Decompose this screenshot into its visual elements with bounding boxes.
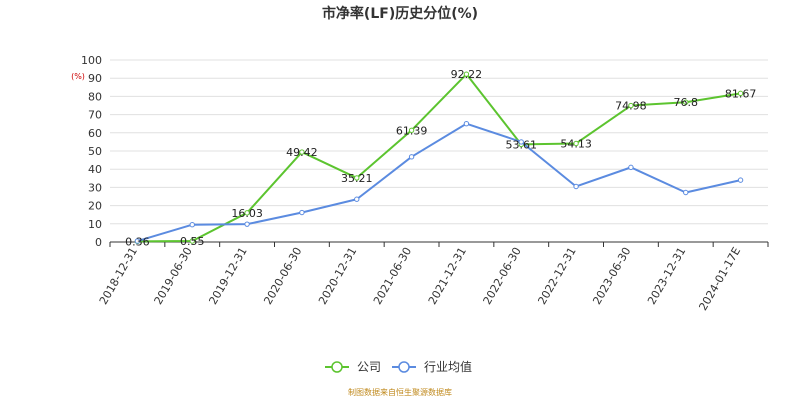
x-tick-label: 2021-12-31 bbox=[426, 245, 469, 307]
y-tick-label: 80 bbox=[88, 90, 102, 103]
x-tick-label: 2024-01-17E bbox=[696, 245, 743, 313]
x-tick-label: 2021-06-30 bbox=[371, 245, 414, 307]
series-point-1 bbox=[683, 189, 689, 196]
series-point-0 bbox=[628, 102, 634, 109]
x-tick-label: 2020-12-31 bbox=[316, 245, 359, 307]
y-tick-label: 30 bbox=[88, 181, 102, 194]
x-tick-label: 2018-12-31 bbox=[97, 245, 140, 307]
series-layer bbox=[134, 71, 744, 245]
series-point-0 bbox=[573, 140, 579, 147]
y-tick-label: 60 bbox=[88, 127, 102, 140]
series-point-1 bbox=[463, 121, 470, 127]
data-label: 92.22 bbox=[451, 68, 483, 81]
data-label: 81.67 bbox=[725, 87, 757, 100]
series-point-0 bbox=[189, 238, 195, 244]
y-tick-label: 90 bbox=[88, 72, 102, 85]
x-tick-label: 2023-12-31 bbox=[645, 245, 688, 307]
series-point-1 bbox=[299, 209, 305, 216]
series-point-1 bbox=[189, 222, 195, 228]
series-point-0 bbox=[408, 127, 415, 133]
legend-label: 公司 bbox=[357, 360, 381, 374]
y-tick-label: 40 bbox=[88, 163, 102, 176]
series-point-1 bbox=[244, 221, 250, 227]
legend-swatch-marker bbox=[331, 361, 343, 373]
series-point-1 bbox=[737, 177, 744, 183]
chart-title: 市净率(LF)历史分位(%) bbox=[322, 5, 478, 22]
legend-label: 行业均值 bbox=[424, 359, 472, 374]
data-label: 0.55 bbox=[180, 235, 205, 248]
data-label: 0.36 bbox=[125, 235, 150, 248]
data-label: 35.21 bbox=[341, 172, 373, 185]
grid-lines bbox=[110, 59, 768, 243]
series-point-1 bbox=[628, 164, 634, 171]
series-point-0 bbox=[244, 210, 250, 216]
x-tick-label: 2020-06-30 bbox=[261, 245, 304, 307]
series-point-0 bbox=[354, 175, 360, 181]
series-point-0 bbox=[737, 90, 744, 97]
series-point-0 bbox=[683, 99, 689, 105]
series-line-1 bbox=[137, 122, 741, 243]
data-labels: 0.36 0.55 16.03 49.42 35.21 61.39 92.22 53.61 54… bbox=[125, 68, 756, 248]
x-tick-label: 2022-06-30 bbox=[481, 245, 524, 307]
series-point-1 bbox=[134, 238, 141, 244]
data-label: 49.42 bbox=[286, 146, 318, 159]
source-note: 制图数据来自恒生聚源数据库 bbox=[348, 387, 452, 397]
y-tick-label: 50 bbox=[88, 145, 102, 158]
y-tick-label: 70 bbox=[88, 109, 102, 122]
y-tick-label: 10 bbox=[88, 218, 102, 231]
x-tick-label: 2022-12-31 bbox=[535, 245, 578, 307]
legend-swatch-marker bbox=[398, 361, 410, 373]
series-point-1 bbox=[408, 154, 415, 160]
series-point-1 bbox=[573, 183, 579, 190]
legend: 公司 行业均值 bbox=[325, 359, 472, 374]
series-point-0 bbox=[463, 71, 470, 77]
data-label: 74.98 bbox=[615, 100, 647, 113]
y-tick-label: 100 bbox=[81, 54, 102, 67]
x-tick-label: 2019-06-30 bbox=[152, 245, 195, 307]
data-label: 54.13 bbox=[560, 137, 592, 150]
x-tick-label: 2023-06-30 bbox=[590, 245, 633, 307]
series-line-0 bbox=[137, 73, 741, 243]
y-tick-label: 20 bbox=[88, 200, 102, 213]
series-point-0 bbox=[299, 149, 305, 155]
series-point-1 bbox=[518, 139, 524, 145]
y-tick-label: 0 bbox=[95, 236, 102, 249]
data-label: 53.61 bbox=[506, 138, 538, 151]
data-label: 76.8 bbox=[674, 96, 699, 109]
y-axis-unit: (%) bbox=[71, 72, 85, 81]
x-tick-label: 2019-12-31 bbox=[206, 245, 249, 307]
series-point-1 bbox=[354, 196, 360, 202]
data-label: 61.39 bbox=[396, 124, 428, 137]
data-label: 16.03 bbox=[231, 207, 263, 220]
